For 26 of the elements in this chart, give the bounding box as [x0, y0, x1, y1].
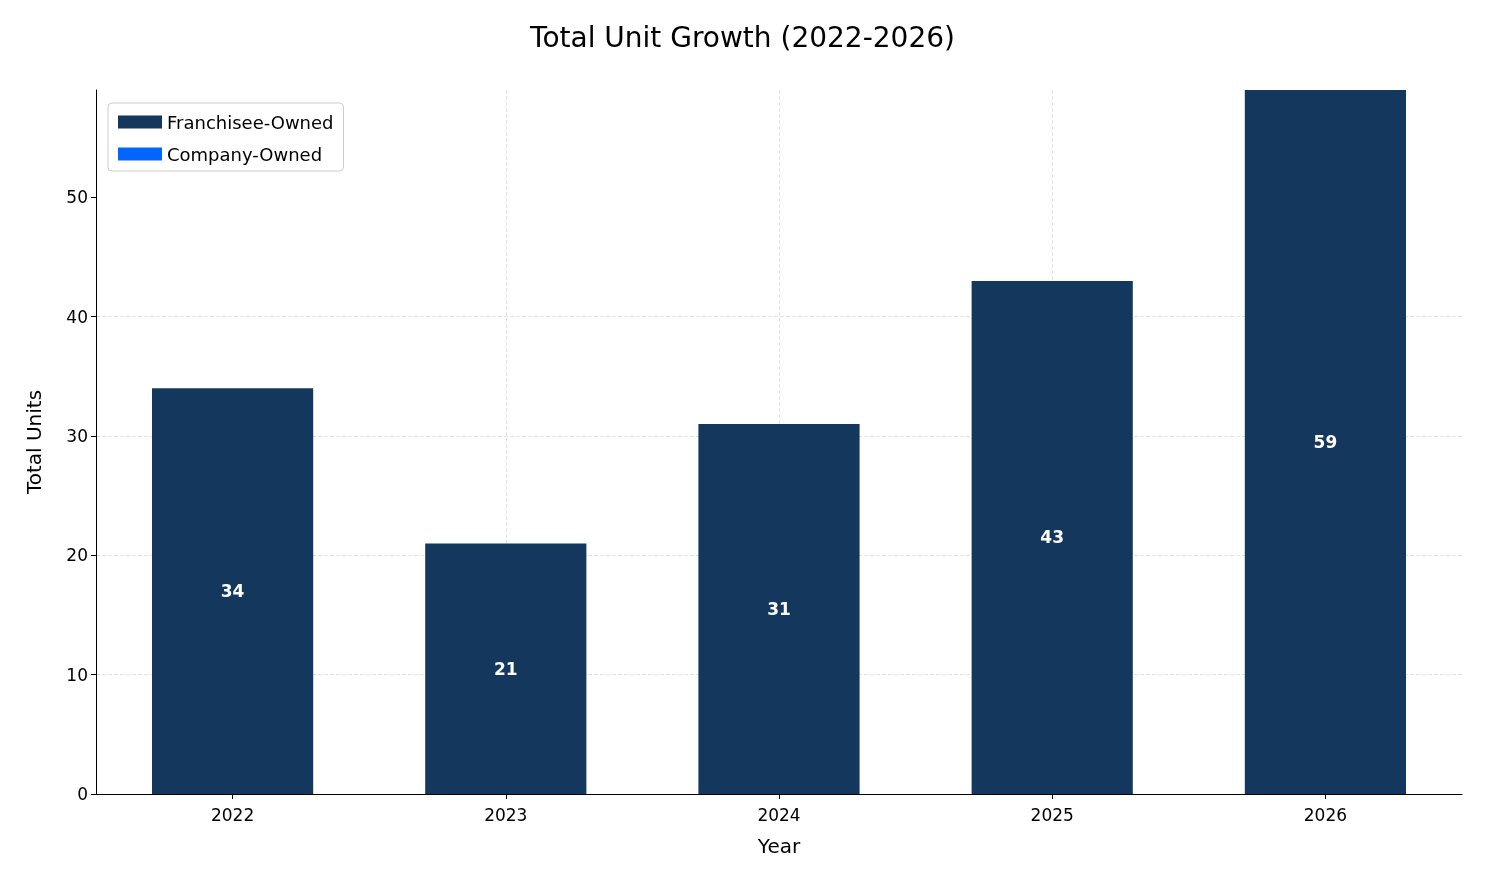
legend-label: Company-Owned — [167, 143, 323, 165]
data-label: 31 — [767, 599, 791, 620]
y-tick-label: 20 — [66, 545, 88, 566]
bar — [971, 280, 1133, 794]
x-tick-label: 2025 — [1030, 804, 1074, 825]
y-tick-label: 50 — [66, 187, 88, 208]
data-label: 21 — [493, 658, 518, 679]
y-tick-label: 30 — [66, 426, 88, 447]
x-tick-label: 2024 — [757, 804, 801, 825]
y-tick-label: 10 — [66, 664, 88, 685]
bar — [1244, 90, 1406, 794]
y-tick-label: 0 — [77, 784, 88, 804]
bar — [152, 388, 314, 794]
y-axis-title: Total Units — [22, 389, 46, 496]
legend-label: Franchisee-Owned — [167, 111, 334, 133]
x-tick-label: 2022 — [210, 804, 255, 825]
data-label: 59 — [1313, 432, 1338, 452]
data-label: 34 — [220, 581, 245, 602]
x-axis-title: Year — [756, 834, 801, 858]
chart-title: Total Unit Growth (2022-2026) — [529, 20, 955, 54]
bar — [425, 543, 587, 794]
x-tick-label: 2026 — [1303, 804, 1348, 825]
x-tick-label: 2023 — [484, 804, 528, 825]
bar — [698, 424, 860, 794]
data-label: 43 — [1040, 527, 1065, 548]
y-tick-label: 40 — [66, 306, 88, 327]
